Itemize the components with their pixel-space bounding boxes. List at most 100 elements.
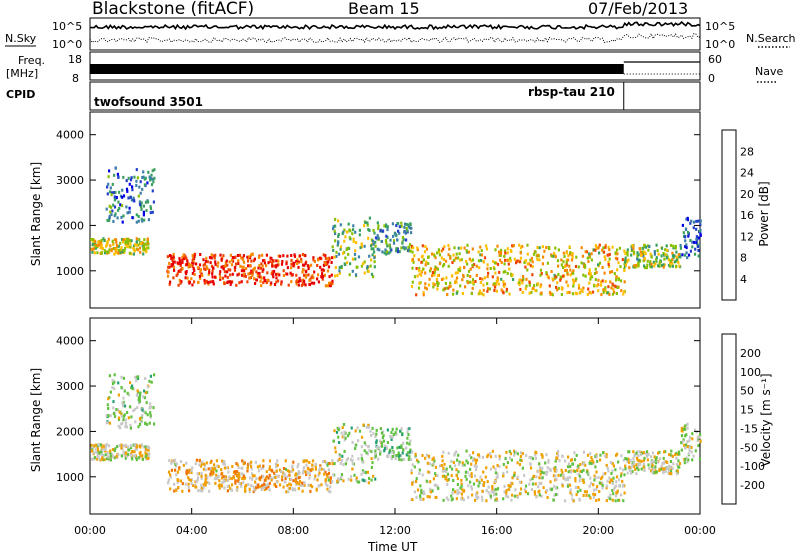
velocity-cell (400, 444, 403, 448)
power-cell (180, 280, 183, 284)
power-cell (695, 237, 698, 241)
velocity-cell (336, 459, 340, 463)
velocity-cell (524, 484, 528, 488)
velocity-cell (323, 460, 326, 463)
velocity-cell (244, 485, 247, 489)
power-cell (257, 266, 260, 270)
velocity-cell (605, 463, 608, 467)
power-cell (293, 262, 296, 265)
velocity-cell (524, 490, 527, 494)
velocity-cell (390, 455, 393, 459)
velocity-cell (305, 459, 309, 463)
power-cell (132, 244, 136, 248)
velocity-cell (281, 475, 284, 479)
velocity-cell (453, 464, 457, 468)
power-cell (496, 262, 500, 266)
velocity-cell (675, 463, 679, 466)
velocity-cell (243, 461, 246, 465)
power-cell (100, 239, 103, 242)
velocity-cell (350, 426, 353, 430)
velocity-cell (534, 450, 537, 454)
velocity-cell (139, 454, 142, 458)
velocity-cell (134, 375, 137, 379)
velocity-cell (305, 473, 308, 477)
power-cell (214, 260, 217, 264)
power-cell (632, 250, 636, 254)
x-tick-label: 04:00 (176, 524, 208, 537)
power-cell (470, 292, 473, 295)
velocity-cell (523, 473, 526, 477)
power-cell (351, 257, 355, 261)
velocity-cell (491, 485, 494, 488)
power-cell (531, 260, 534, 264)
power-cell (106, 250, 110, 254)
velocity-cell (630, 465, 633, 469)
velocity-cell (145, 401, 148, 405)
power-cell (562, 260, 565, 264)
velocity-cell (422, 490, 425, 494)
velocity-cell (588, 484, 591, 488)
velocity-cell (257, 469, 261, 473)
power-cell (471, 263, 474, 267)
velocity-cell (294, 473, 297, 477)
velocity-cell (200, 464, 203, 468)
velocity-cell (411, 498, 414, 502)
power-cell (146, 237, 149, 241)
velocity-cell (649, 455, 653, 459)
power-cell (258, 271, 261, 275)
power-cell (482, 288, 485, 292)
velocity-cell (145, 447, 148, 451)
power-cell (328, 275, 331, 279)
power-colorbar-frame (721, 129, 737, 301)
velocity-cell (120, 375, 123, 379)
velocity-cell (595, 487, 598, 491)
power-cell (149, 205, 152, 209)
power-cell (509, 259, 512, 263)
power-cell (149, 178, 152, 182)
power-cell (671, 258, 674, 262)
power-cell (642, 246, 645, 250)
velocity-cell (531, 482, 535, 486)
velocity-cell (687, 452, 691, 456)
power-cell (178, 278, 181, 282)
power-cell (131, 185, 134, 189)
power-cell (539, 285, 542, 289)
power-cell (203, 278, 206, 282)
power-cell (249, 276, 253, 279)
velocity-cell (604, 472, 607, 475)
velocity-cell (234, 479, 237, 483)
velocity-cell (286, 475, 289, 479)
velocity-cell (460, 497, 463, 501)
velocity-cell (105, 457, 109, 461)
velocity-cell (186, 469, 189, 473)
power-cell (402, 245, 405, 249)
power-cell (190, 277, 193, 281)
power-cell (485, 244, 488, 248)
velocity-cell (450, 474, 453, 478)
power-cell (297, 265, 300, 269)
velocity-cell (400, 427, 403, 431)
power-cell (263, 261, 266, 265)
power-cell (577, 283, 581, 287)
power-cell (94, 246, 98, 250)
velocity-cell (95, 457, 99, 461)
velocity-cell (557, 473, 560, 477)
power-cell (324, 284, 327, 288)
power-cell (571, 255, 574, 259)
power-cell (212, 282, 215, 286)
power-cell (641, 250, 644, 254)
velocity-cell (122, 418, 125, 422)
velocity-cell (557, 453, 560, 457)
velocity-y-tick-label: 2000 (56, 425, 84, 438)
power-cell (231, 272, 234, 276)
power-cell (689, 221, 692, 225)
power-cell (151, 189, 154, 193)
velocity-cell (122, 404, 125, 408)
power-cell (219, 270, 222, 274)
power-cell (669, 264, 672, 268)
velocity-cell (545, 473, 548, 476)
velocity-cell (574, 486, 577, 489)
velocity-cell (175, 464, 178, 468)
power-cell (295, 282, 298, 286)
velocity-cell (492, 465, 495, 469)
